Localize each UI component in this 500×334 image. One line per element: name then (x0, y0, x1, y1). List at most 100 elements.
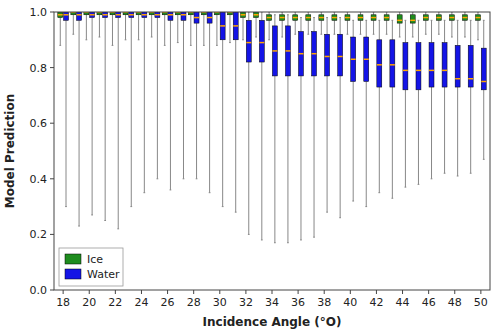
cap-low (183, 178, 185, 179)
median (403, 70, 408, 72)
median (332, 17, 337, 19)
box (449, 15, 454, 21)
x-tick-label: 26 (161, 296, 175, 309)
whisker-low (483, 90, 484, 160)
median (241, 14, 246, 16)
median (312, 53, 317, 55)
box (455, 45, 460, 87)
box (319, 15, 324, 21)
box (77, 12, 82, 20)
median (280, 17, 285, 19)
median (207, 17, 212, 19)
cap-low (138, 39, 140, 40)
cap-low (477, 39, 479, 40)
box (285, 26, 290, 76)
cap-low (151, 37, 153, 38)
legend-label: Ice (87, 253, 103, 266)
whisker-low (314, 76, 315, 237)
legend-box (59, 248, 123, 286)
whisker-high (470, 20, 471, 45)
whisker-low (431, 87, 432, 179)
box (246, 20, 251, 62)
whisker-low (183, 20, 184, 178)
whisker-low (470, 87, 471, 173)
box (410, 15, 415, 23)
x-tick-label: 40 (343, 296, 357, 309)
whisker-low (222, 40, 223, 207)
box (384, 15, 389, 21)
whisker-low (308, 20, 309, 34)
y-tick-label: 0.0 (30, 284, 48, 297)
box (233, 12, 238, 40)
whisker-high (287, 15, 288, 26)
cap-low (99, 37, 101, 38)
whisker-high (392, 20, 393, 39)
x-tick-label: 28 (187, 296, 201, 309)
whisker-high (483, 20, 484, 48)
whisker-high (405, 20, 406, 42)
cap-low (216, 45, 218, 46)
median (90, 14, 95, 16)
whisker-low (269, 20, 270, 39)
cap-high (431, 20, 433, 21)
whisker-high (248, 12, 249, 20)
whisker-high (340, 18, 341, 35)
median (429, 70, 434, 72)
whisker-low (131, 18, 132, 207)
cap-low (451, 37, 453, 38)
y-tick-label: 0.2 (30, 228, 48, 241)
whisker-high (300, 18, 301, 32)
median (436, 17, 441, 19)
whisker-low (360, 20, 361, 34)
cap-low (464, 37, 466, 38)
x-tick (402, 290, 403, 294)
cap-low (268, 39, 270, 40)
cap-low (229, 42, 231, 43)
whisker-low (92, 18, 93, 215)
cap-low (378, 192, 380, 193)
whisker-low (157, 18, 158, 179)
cap-high (365, 20, 367, 21)
box (194, 12, 199, 23)
whisker-high (444, 20, 445, 42)
x-tick (480, 290, 481, 294)
whisker-low (235, 40, 236, 212)
cap-low (412, 37, 414, 38)
cap-low (274, 242, 276, 243)
y-tick (50, 290, 54, 291)
median (194, 17, 199, 19)
cap-low (255, 37, 257, 38)
series-0 (58, 12, 481, 45)
cap-low (326, 212, 328, 213)
cap-low (65, 206, 67, 207)
box (345, 15, 350, 21)
whisker-low (60, 18, 61, 46)
cap-low (399, 37, 401, 38)
y-tick-label: 1.0 (30, 6, 48, 19)
cap-low (125, 39, 127, 40)
x-tick (428, 290, 429, 294)
whisker-low (243, 18, 244, 40)
box (468, 45, 473, 87)
cap-high (313, 17, 315, 18)
median (246, 42, 251, 44)
whisker-low (287, 76, 288, 243)
median (259, 42, 264, 44)
median (423, 17, 428, 19)
whisker-high (314, 18, 315, 32)
whisker-low (196, 23, 197, 179)
x-tick-label: 48 (448, 296, 462, 309)
box (142, 12, 147, 18)
box (390, 40, 395, 87)
whisker-high (431, 20, 432, 42)
cap-high (418, 20, 420, 21)
median (351, 59, 356, 61)
legend-swatch (65, 269, 81, 279)
whisker-low (73, 15, 74, 34)
box (332, 15, 337, 21)
cap-high (470, 20, 472, 21)
median (254, 14, 259, 16)
x-tick (63, 290, 64, 294)
cap-low (91, 214, 93, 215)
x-tick-label: 24 (134, 296, 148, 309)
